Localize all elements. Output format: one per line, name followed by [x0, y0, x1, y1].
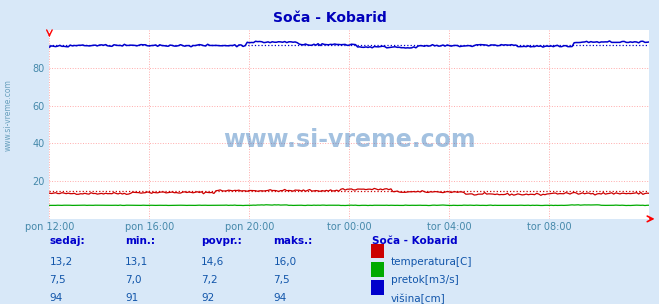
Text: sedaj:: sedaj: [49, 236, 85, 246]
Text: Soča - Kobarid: Soča - Kobarid [273, 11, 386, 25]
Text: 7,5: 7,5 [49, 275, 66, 285]
Text: 13,1: 13,1 [125, 257, 148, 267]
Text: višina[cm]: višina[cm] [391, 293, 445, 304]
Text: 7,2: 7,2 [201, 275, 217, 285]
Text: min.:: min.: [125, 236, 156, 246]
Text: 13,2: 13,2 [49, 257, 72, 267]
Text: 16,0: 16,0 [273, 257, 297, 267]
Text: maks.:: maks.: [273, 236, 313, 246]
Text: temperatura[C]: temperatura[C] [391, 257, 473, 267]
Text: 14,6: 14,6 [201, 257, 224, 267]
Text: povpr.:: povpr.: [201, 236, 242, 246]
Text: pretok[m3/s]: pretok[m3/s] [391, 275, 459, 285]
Text: 91: 91 [125, 293, 138, 303]
Text: Soča - Kobarid: Soča - Kobarid [372, 236, 458, 246]
Text: 94: 94 [273, 293, 287, 303]
Text: www.si-vreme.com: www.si-vreme.com [3, 80, 13, 151]
Text: 7,5: 7,5 [273, 275, 290, 285]
Text: 94: 94 [49, 293, 63, 303]
Text: www.si-vreme.com: www.si-vreme.com [223, 128, 476, 152]
Text: 92: 92 [201, 293, 214, 303]
Text: 7,0: 7,0 [125, 275, 142, 285]
